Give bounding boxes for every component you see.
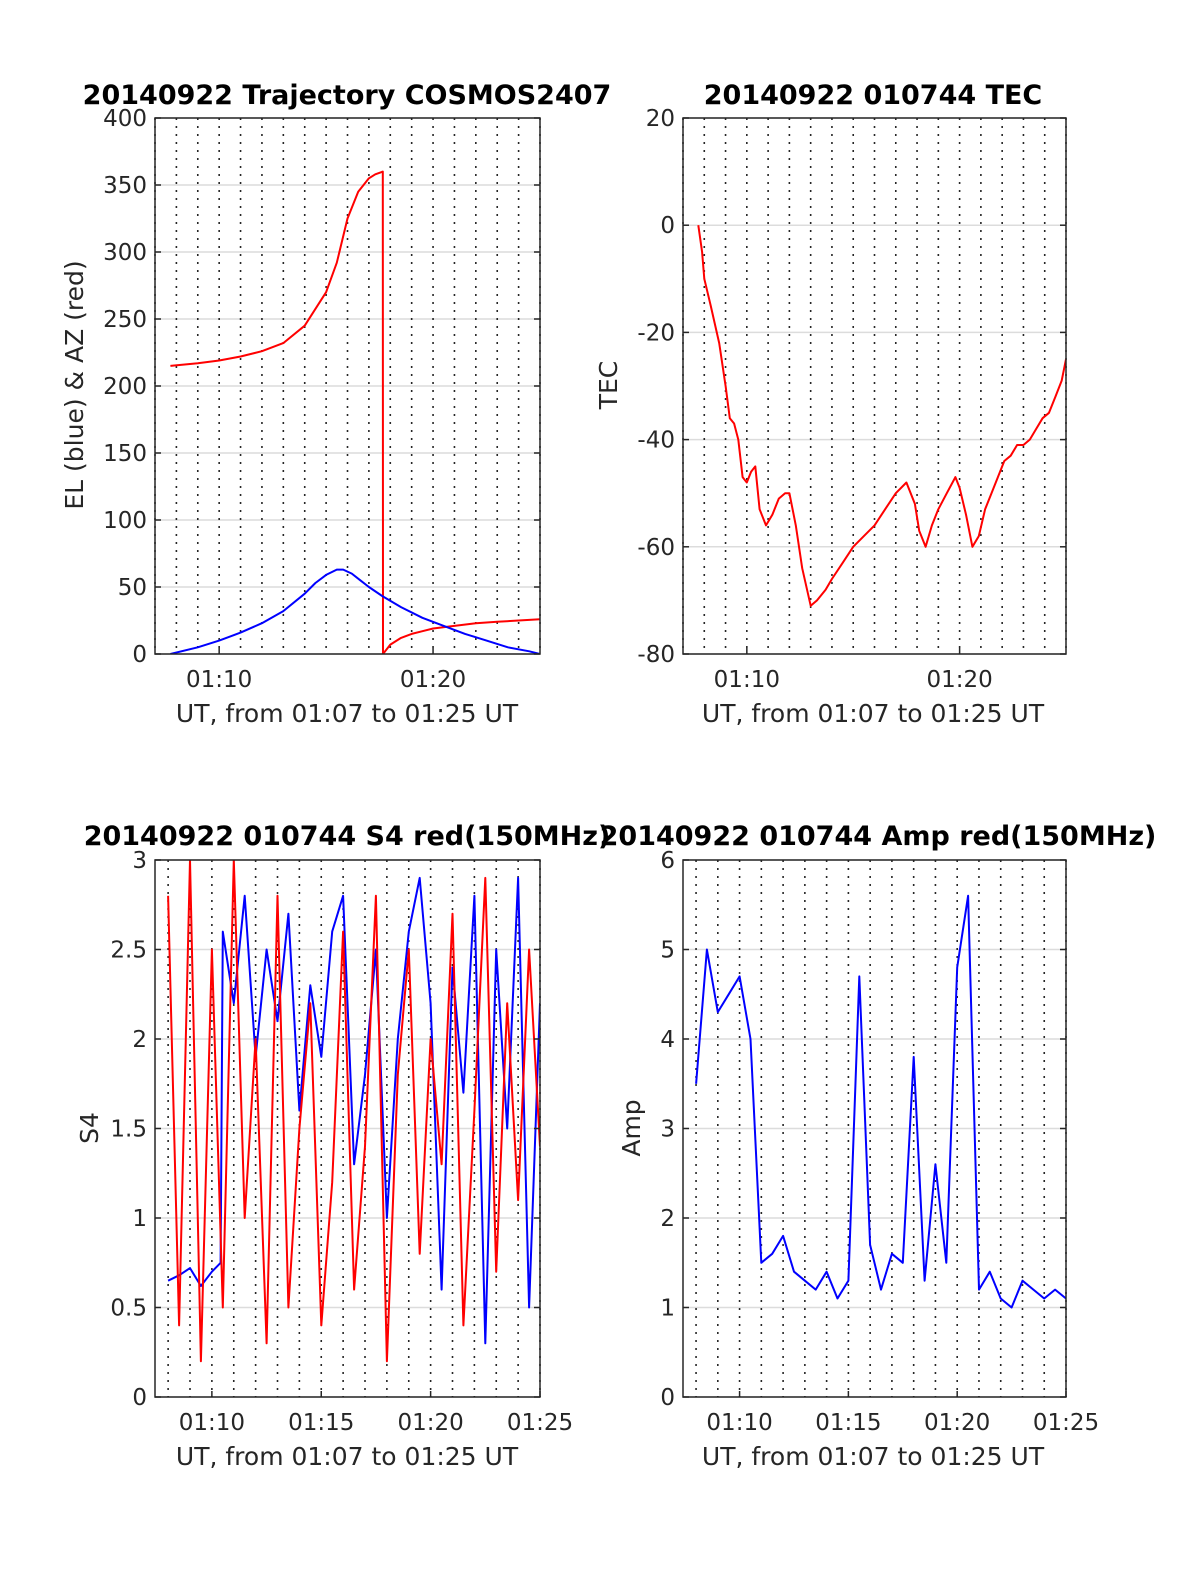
- panel-s4: 20140922 010744 S4 red(150MHz) 0 0.5 1 1.5 2…: [75, 821, 610, 1471]
- y-tick-label: -40: [637, 428, 675, 454]
- y-tick-label: -60: [637, 535, 675, 561]
- y-tick-label: 4: [660, 1027, 675, 1053]
- series-line-0: [697, 225, 1066, 607]
- x-tick-label: 01:10: [186, 667, 252, 693]
- y-tick-label: 2: [132, 1027, 147, 1053]
- y-tick-label: 200: [103, 374, 147, 400]
- y-tick-label: 250: [103, 307, 147, 333]
- y-tick-label: 3: [132, 848, 147, 874]
- y-tick-label: 150: [103, 441, 147, 467]
- x-tick-label: 01:20: [926, 667, 992, 693]
- y-axis-label: EL (blue) & AZ (red): [60, 260, 89, 509]
- panel-amp: 20140922 010744 Amp red(150MHz) 0 1 2 3 4 5 6 0…: [600, 821, 1157, 1471]
- y-tick-label: -80: [637, 642, 675, 668]
- plot-title: 20140922 010744 S4 red(150MHz): [84, 821, 611, 852]
- axes-box: [682, 117, 1067, 655]
- panel-trajectory: 20140922 Trajectory COSMOS2407 0 50 100 150…: [60, 80, 611, 728]
- y-tick-label: 1.5: [110, 1117, 147, 1143]
- series-line-0: [695, 894, 1066, 1309]
- plot-title: 20140922 010744 TEC: [704, 80, 1043, 111]
- y-tick-label: 0: [660, 213, 675, 239]
- series-line-0: [170, 170, 540, 654]
- y-tick-label: 0: [132, 642, 147, 668]
- x-tick-label: 01:25: [507, 1410, 573, 1436]
- y-tick-label: 0: [132, 1385, 147, 1411]
- x-tick-label: 01:10: [706, 1410, 772, 1436]
- x-axis-label: UT, from 01:07 to 01:25 UT: [702, 699, 1045, 728]
- y-tick-label: 2: [660, 1206, 675, 1232]
- panel-tec: 20140922 010744 TEC -80 -60 -40 -20 0 20 01:10…: [594, 80, 1067, 728]
- x-tick-label: 01:15: [815, 1410, 881, 1436]
- x-tick-label: 01:20: [397, 1410, 463, 1436]
- y-axis-label: S4: [75, 1112, 104, 1144]
- x-tick-label: 01:25: [1033, 1410, 1099, 1436]
- x-tick-label: 01:10: [714, 667, 780, 693]
- plot-title: 20140922 010744 Amp red(150MHz): [600, 821, 1157, 852]
- y-tick-label: 400: [103, 106, 147, 132]
- y-tick-label: -20: [637, 320, 675, 346]
- x-axis-label: UT, from 01:07 to 01:25 UT: [176, 699, 519, 728]
- series-line-0: [167, 876, 540, 1345]
- y-tick-label: 50: [118, 575, 147, 601]
- x-tick-label: 01:15: [288, 1410, 354, 1436]
- y-tick-label: 1: [660, 1296, 675, 1322]
- series-line-1: [170, 568, 540, 654]
- y-tick-label: 3: [660, 1117, 675, 1143]
- x-tick-label: 01:20: [924, 1410, 990, 1436]
- y-tick-label: 300: [103, 240, 147, 266]
- y-axis-label: Amp: [617, 1099, 646, 1156]
- y-tick-label: 100: [103, 508, 147, 534]
- x-axis-label: UT, from 01:07 to 01:25 UT: [176, 1442, 519, 1471]
- series-line-1: [167, 860, 540, 1363]
- x-tick-label: 01:10: [179, 1410, 245, 1436]
- y-tick-label: 1: [132, 1206, 147, 1232]
- y-tick-label: 6: [660, 848, 675, 874]
- y-axis-label: TEC: [594, 361, 623, 411]
- y-tick-label: 20: [646, 106, 675, 132]
- y-tick-label: 5: [660, 938, 675, 964]
- y-tick-label: 0.5: [110, 1296, 147, 1322]
- y-tick-label: 0: [660, 1385, 675, 1411]
- x-axis-label: UT, from 01:07 to 01:25 UT: [702, 1442, 1045, 1471]
- y-tick-label: 350: [103, 173, 147, 199]
- plot-title: 20140922 Trajectory COSMOS2407: [83, 80, 612, 111]
- x-tick-label: 01:20: [400, 667, 466, 693]
- y-tick-label: 2.5: [110, 938, 147, 964]
